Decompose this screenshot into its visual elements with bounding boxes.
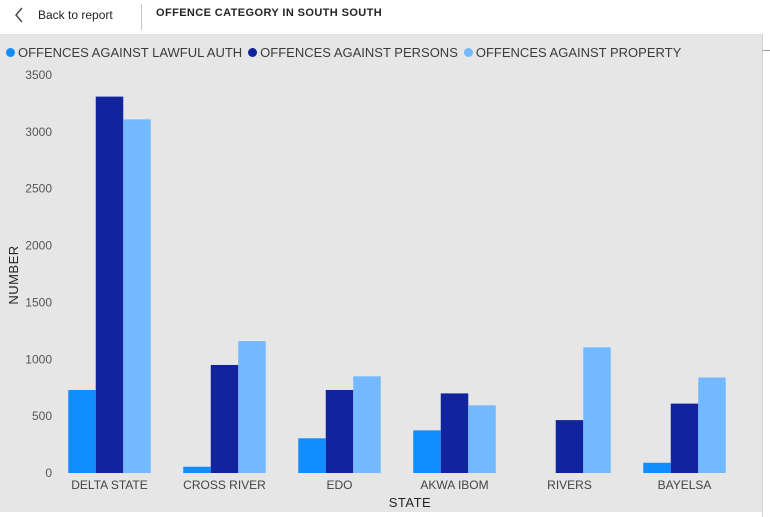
legend-item-persons[interactable]: OFFENCES AGAINST PERSONS — [248, 45, 458, 60]
right-margin — [762, 0, 770, 517]
report-header: Back to report OFFENCE CATEGORY IN SOUTH… — [0, 0, 762, 35]
bar[interactable] — [123, 119, 151, 473]
bar[interactable] — [555, 420, 584, 473]
x-tick-label: RIVERS — [547, 478, 592, 492]
bar[interactable] — [440, 393, 469, 473]
y-tick-label: 2000 — [25, 239, 52, 253]
y-tick-label: 3000 — [25, 125, 52, 139]
legend-dot-lawful-auth — [6, 48, 15, 57]
legend-label-persons: OFFENCES AGAINST PERSONS — [260, 45, 458, 60]
chart-bars — [68, 96, 726, 473]
y-axis-title: NUMBER — [6, 245, 21, 304]
y-tick-label: 0 — [45, 466, 52, 480]
right-border-tick — [763, 50, 770, 51]
back-label: Back to report — [38, 8, 113, 22]
page-title: OFFENCE CATEGORY IN SOUTH SOUTH — [156, 7, 383, 19]
y-axis-ticks: 0 500 1000 1500 2000 2500 3000 3500 — [25, 68, 52, 480]
bar[interactable] — [68, 389, 96, 473]
x-axis-title: STATE — [389, 495, 431, 510]
y-tick-label: 3500 — [25, 68, 52, 82]
bar[interactable] — [353, 376, 381, 473]
bar[interactable] — [238, 341, 266, 473]
header-divider — [141, 4, 142, 30]
chart-canvas: OFFENCES AGAINST LAWFUL AUTH OFFENCES AG… — [0, 35, 762, 512]
bar[interactable] — [95, 96, 124, 473]
back-to-report-button[interactable]: Back to report — [14, 0, 113, 30]
legend-item-lawful-auth[interactable]: OFFENCES AGAINST LAWFUL AUTH — [6, 45, 242, 60]
bar[interactable] — [413, 430, 441, 473]
legend-label-property: OFFENCES AGAINST PROPERTY — [475, 45, 682, 60]
bar[interactable] — [210, 364, 239, 473]
y-tick-label: 2500 — [25, 182, 52, 196]
x-tick-label: CROSS RIVER — [183, 478, 266, 492]
bar[interactable] — [583, 347, 611, 473]
legend-dot-persons — [248, 48, 258, 57]
right-border — [762, 34, 763, 517]
x-tick-label: BAYELSA — [658, 478, 712, 492]
chevron-left-icon — [15, 7, 23, 23]
chart-legend: OFFENCES AGAINST LAWFUL AUTH OFFENCES AG… — [6, 45, 687, 60]
x-tick-label: AKWA IBOM — [420, 478, 488, 492]
x-tick-label: DELTA STATE — [71, 478, 147, 492]
legend-item-property[interactable]: OFFENCES AGAINST PROPERTY — [463, 45, 682, 60]
x-tick-label: EDO — [326, 478, 352, 492]
bar[interactable] — [468, 405, 496, 473]
bar-chart: 0 500 1000 1500 2000 2500 3000 3500 DELTA STATE… — [6, 68, 726, 510]
legend-dot-property — [463, 48, 473, 57]
y-tick-label: 1500 — [25, 295, 52, 309]
bar[interactable] — [643, 462, 671, 473]
bar[interactable] — [325, 389, 354, 473]
x-axis-ticks: DELTA STATE CROSS RIVER EDO AKWA IBOM RIVERS… — [71, 478, 711, 492]
bar[interactable] — [298, 438, 326, 473]
bar[interactable] — [183, 466, 211, 473]
bar[interactable] — [670, 403, 699, 473]
legend-label-lawful-auth: OFFENCES AGAINST LAWFUL AUTH — [18, 45, 243, 60]
y-tick-label: 500 — [32, 409, 52, 423]
bar[interactable] — [698, 377, 726, 473]
y-tick-label: 1000 — [25, 352, 52, 366]
